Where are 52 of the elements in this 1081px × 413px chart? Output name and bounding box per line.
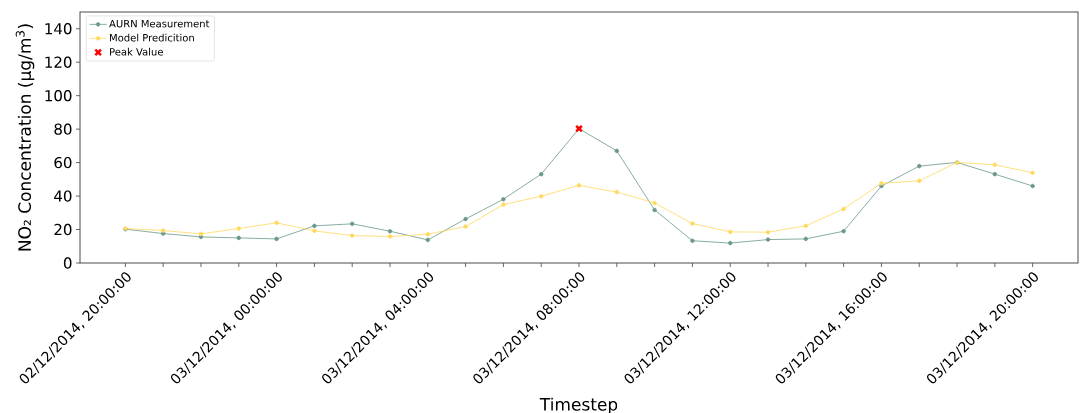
point [803, 236, 809, 242]
point [501, 202, 506, 207]
y-axis-title: NO₂ Concentration (µg/m$^{3}$) [15, 24, 35, 251]
point [387, 234, 393, 239]
y-tick-label: 120 [45, 56, 72, 68]
legend-label: Model Predicition [110, 33, 194, 42]
point [463, 216, 468, 222]
point [1030, 183, 1035, 189]
point [841, 229, 846, 234]
point [312, 228, 317, 234]
point [463, 224, 468, 229]
y-tick-label: 80 [54, 123, 72, 135]
point [274, 236, 279, 242]
point [425, 237, 430, 243]
point [728, 229, 733, 235]
point [576, 183, 582, 188]
point [236, 226, 241, 231]
point [312, 223, 317, 229]
point [387, 229, 393, 234]
point [425, 232, 430, 237]
point [728, 240, 733, 246]
point [690, 221, 695, 226]
y-tick-label: 60 [54, 156, 72, 169]
legend-label: AURN Measurement [109, 19, 210, 28]
point [652, 200, 657, 206]
point [236, 235, 241, 241]
point [539, 171, 544, 177]
y-tick-label: 100 [45, 89, 72, 102]
point [614, 148, 620, 154]
point [539, 194, 544, 199]
x-axis-title: Timestep [539, 397, 618, 413]
y-tick-label: 40 [54, 190, 72, 202]
point [274, 220, 279, 226]
point [765, 230, 771, 235]
point [1030, 170, 1035, 176]
point [992, 171, 998, 177]
point [614, 189, 620, 195]
point [690, 238, 695, 243]
point [803, 223, 809, 229]
point [841, 206, 846, 212]
point [917, 163, 922, 169]
legend-label: Peak Value [110, 47, 163, 56]
y-tick-label: 0 [63, 257, 72, 269]
y-tick-label: 20 [54, 223, 72, 236]
point [349, 233, 355, 238]
point [917, 178, 922, 184]
point [349, 221, 355, 227]
point [765, 237, 771, 242]
y-tick-label: 140 [45, 23, 72, 35]
point [992, 162, 998, 167]
point [652, 207, 657, 213]
point [501, 197, 506, 202]
